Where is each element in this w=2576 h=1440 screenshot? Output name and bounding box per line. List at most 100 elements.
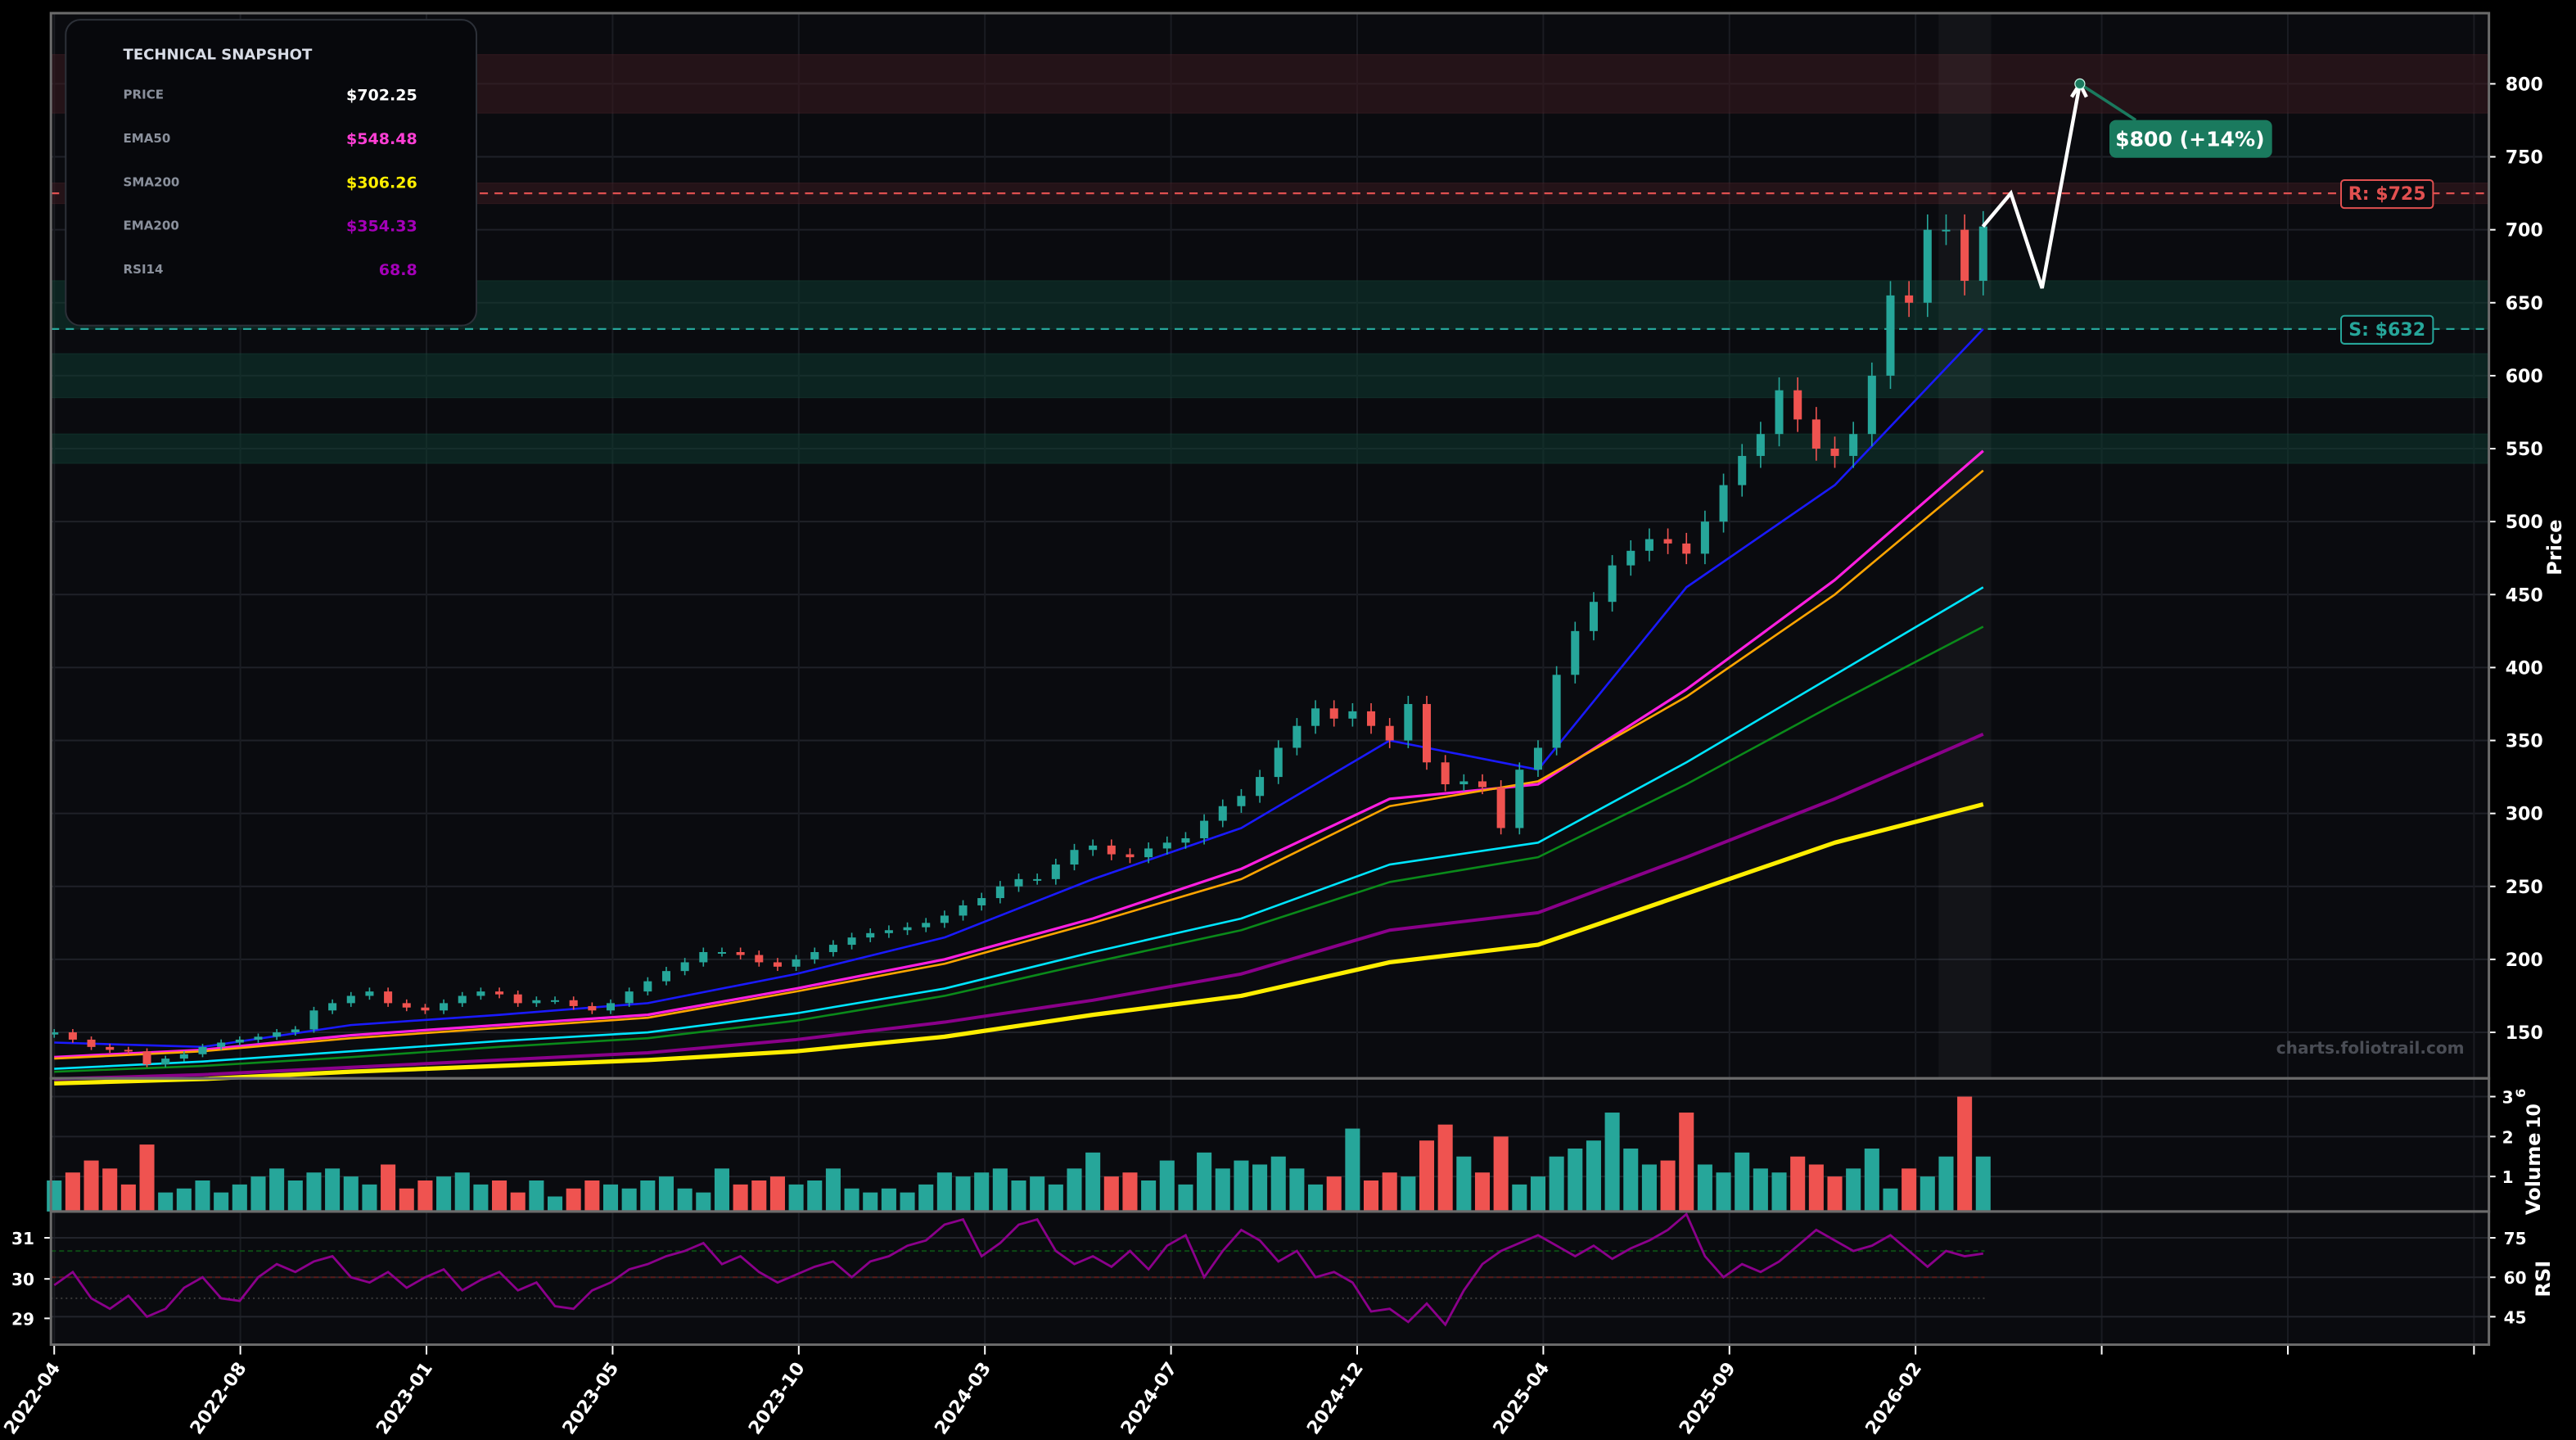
price-tick-label: 400 [2506, 658, 2543, 679]
volume-bar [1641, 1164, 1657, 1212]
volume-bar [1178, 1184, 1193, 1212]
support-label-box [2339, 314, 2434, 345]
candle-up [532, 1000, 541, 1004]
volume-bar [232, 1184, 247, 1212]
projection-path [1981, 84, 2082, 289]
volume-bar [1493, 1136, 1509, 1212]
volume-bar [733, 1184, 748, 1212]
support-zone [50, 433, 2490, 464]
volume-panel [51, 1078, 2489, 1212]
candle-down [513, 994, 522, 1004]
volume-bar [788, 1184, 804, 1212]
snapshot-label-ema200: EMA200 [124, 219, 179, 233]
price-tick-label: 800 [2506, 74, 2543, 95]
candle-up [1237, 796, 1246, 806]
volume-bar [473, 1184, 489, 1212]
snapshot-label-rsi14: RSI14 [124, 262, 164, 277]
volume-bar [807, 1180, 823, 1212]
volume-bar [992, 1168, 1008, 1212]
price-tick-label: 350 [2506, 732, 2543, 752]
volume-bar [566, 1188, 581, 1212]
volume-bar [1234, 1160, 1249, 1212]
volume-bar [881, 1188, 896, 1212]
volume-bar [1159, 1160, 1175, 1212]
volume-axis-label: Volume [2522, 1132, 2545, 1215]
volume-bar [1975, 1156, 1991, 1212]
candle-up [1738, 455, 1747, 485]
volume-bar [1902, 1168, 1917, 1212]
recent-highlight-band [1938, 13, 1992, 1079]
candle-up [273, 1032, 282, 1037]
volume-bar [325, 1168, 341, 1212]
candle-down [421, 1007, 430, 1011]
candle-up [1700, 521, 1709, 554]
volume-bar [214, 1192, 229, 1212]
volume-bar [1530, 1176, 1545, 1212]
time-tick-label: 2023-05 [559, 1359, 624, 1438]
volume-bar [1141, 1180, 1157, 1212]
candle-up [217, 1042, 226, 1047]
volume-bar [120, 1184, 136, 1212]
volume-bar [306, 1172, 322, 1212]
candle-up [50, 1032, 59, 1035]
candle-up [1348, 711, 1357, 719]
candle-down [495, 991, 504, 995]
volume-bar [1623, 1148, 1639, 1212]
time-tick-label: 2022-04 [1, 1359, 65, 1438]
volume-bar [269, 1168, 285, 1212]
candle-up [1589, 602, 1598, 631]
volume-bar [1364, 1180, 1379, 1212]
candle-up [1274, 747, 1283, 778]
snapshot-label-ema50: EMA50 [124, 131, 171, 146]
time-tick-label: 2024-12 [1303, 1359, 1368, 1438]
time-tick-label: 2023-01 [372, 1359, 437, 1438]
volume-bar [1549, 1156, 1564, 1212]
volume-bar [1679, 1113, 1694, 1212]
candle-up [328, 1003, 337, 1011]
candle-up [1756, 434, 1765, 456]
volume-bar [1568, 1148, 1583, 1212]
volume-bar [1586, 1140, 1601, 1212]
price-axis-label: Price [2543, 519, 2566, 575]
target-connector [2078, 82, 2137, 122]
volume-bar [974, 1172, 990, 1212]
candle-down [1107, 845, 1116, 855]
candle-up [1459, 781, 1468, 785]
volume-bar [158, 1192, 174, 1212]
candle-down [1830, 449, 1839, 456]
candle-up [810, 951, 819, 959]
time-tick-label: 2024-03 [932, 1359, 996, 1438]
volume-bar [900, 1192, 915, 1212]
volume-bar [1771, 1172, 1787, 1212]
candle-up [1051, 864, 1060, 879]
volume-bar [1085, 1152, 1101, 1212]
volume-bar [1827, 1176, 1843, 1212]
candle-down [1385, 725, 1394, 741]
resistance-label-box [2339, 179, 2434, 210]
levels: R: $725 S: $632 $800 (+14%) [51, 78, 2489, 345]
volume-bar [1308, 1184, 1324, 1212]
volume-bar [250, 1176, 266, 1212]
volume-bar [454, 1172, 470, 1212]
price-tick-label: 750 [2506, 148, 2543, 169]
candle-up [1923, 229, 1932, 303]
volume-bar [1382, 1172, 1397, 1212]
volume-bar [1437, 1124, 1453, 1212]
volume-bar [936, 1172, 952, 1212]
volume-tick-label: 2 [2502, 1127, 2514, 1147]
candle-down [755, 955, 764, 963]
candle-up [1886, 295, 1895, 376]
support-zone [50, 353, 2490, 399]
volume-bar [1846, 1168, 1861, 1212]
volume-bar [1030, 1176, 1045, 1212]
candle-up [476, 991, 485, 996]
volume-bar [1790, 1156, 1806, 1212]
volume-bar [47, 1180, 62, 1212]
price-tick-label: 650 [2506, 294, 2543, 314]
candle-down [1367, 711, 1376, 726]
volume-bar [1103, 1176, 1119, 1212]
candle-up [1849, 434, 1858, 456]
volume-bar [640, 1180, 656, 1212]
time-tick-label: 2022-08 [187, 1359, 251, 1438]
